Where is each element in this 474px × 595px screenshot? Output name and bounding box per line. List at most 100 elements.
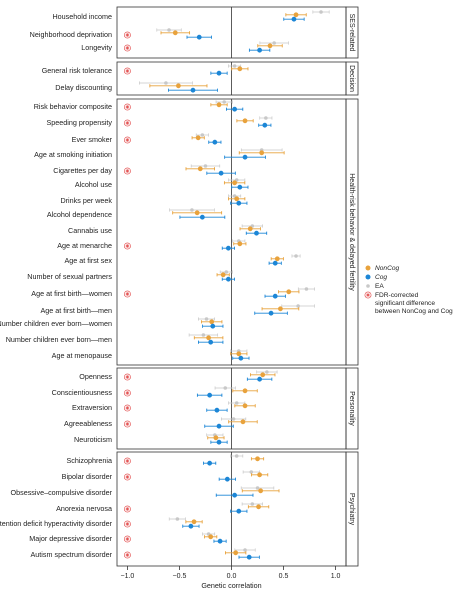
panel-5-trait-6-cog-point bbox=[217, 538, 223, 544]
panel-3-trait-1-sig-marker-ray-3 bbox=[125, 105, 129, 109]
panel-3-trait-2-noncog-point bbox=[242, 118, 248, 124]
panel-4-trait-4-cog-point bbox=[216, 423, 222, 429]
panel-4-trait-4-label: Agreeableness bbox=[64, 419, 112, 428]
panel-3-trait-5-label: Cigarettes per day bbox=[53, 166, 112, 175]
panel-3-trait-9-label: Cannabis use bbox=[68, 226, 112, 235]
panel-5-trait-3-cog-point bbox=[232, 492, 238, 498]
panel-5-trait-3-ea-point bbox=[255, 486, 260, 490]
panel-3-trait-5-noncog-point bbox=[197, 166, 203, 172]
panel-3-trait-3-label: Ever smoker bbox=[72, 135, 113, 144]
panel-3-trait-3-ea-point bbox=[200, 133, 205, 137]
x-axis-title: Genetic correlation bbox=[201, 581, 261, 590]
panel-3-trait-13-label: Age at first birth—women bbox=[31, 289, 112, 298]
panel-3-trait-16-ea-point bbox=[201, 333, 206, 337]
panel-3-label: Health-risk behavior & delayed fertility bbox=[348, 173, 355, 291]
x-tick-label-5: 1.0 bbox=[331, 573, 341, 580]
panel-1-trait-1-label: Household income bbox=[52, 12, 112, 21]
panel-5-trait-7-noncog-point bbox=[233, 550, 239, 556]
panel-2-trait-2-noncog-point bbox=[176, 83, 181, 89]
panel-3-trait-12-noncog-point bbox=[220, 272, 226, 278]
x-tick-label-4: 0.5 bbox=[279, 573, 289, 580]
panel-5-trait-6-label: Major depressive disorder bbox=[29, 534, 112, 543]
panel-4-trait-3-ea-point bbox=[234, 401, 239, 405]
panel-5-trait-6-noncog-point bbox=[208, 534, 214, 540]
panel-3-trait-11-noncog-point bbox=[274, 256, 280, 262]
panel-3-trait-2-label: Speeding propensity bbox=[46, 118, 112, 127]
panel-5-trait-2-cog-point bbox=[224, 476, 230, 482]
panel-2-trait-2-cog-point bbox=[190, 87, 196, 93]
panel-3-trait-8-noncog-point bbox=[194, 210, 200, 216]
panel-3-trait-17-cog-point bbox=[238, 355, 244, 361]
panel-3-trait-1-ea-point bbox=[222, 100, 227, 104]
panel-5-trait-1-noncog-point bbox=[255, 456, 260, 462]
panel-3-trait-5-sig-marker-ring bbox=[124, 167, 131, 175]
panel-5-strip bbox=[345, 451, 359, 567]
panel-5-trait-7-label: Autism spectrum disorder bbox=[31, 550, 113, 559]
legend-sig-text-2: significant difference bbox=[375, 300, 435, 307]
panel-3-trait-16-label: Number children ever born—men bbox=[6, 335, 112, 344]
panel-4-trait-2-ea-point bbox=[223, 386, 228, 390]
panel-1-trait-2-sig-marker-ring bbox=[124, 31, 131, 39]
panel-3-trait-12-cog-point bbox=[225, 276, 231, 282]
panel-3-trait-7-label: Drinks per week bbox=[60, 196, 112, 205]
panel-3-trait-16-cog-point bbox=[208, 339, 214, 345]
panel-3-trait-4-cog-point bbox=[242, 154, 248, 160]
panel-4-trait-3-noncog-point bbox=[242, 403, 248, 409]
panel-1-trait-3-ea-point bbox=[272, 41, 276, 45]
panel-3-trait-9-noncog-point bbox=[247, 226, 253, 232]
panel-3-trait-13-ea-point bbox=[304, 287, 309, 291]
legend-label-noncog: NonCog bbox=[375, 265, 400, 272]
panel-4-trait-4-ea-point bbox=[231, 417, 236, 421]
panel-3-trait-15-noncog-point bbox=[209, 319, 215, 325]
panel-3-trait-15-ea-point bbox=[204, 317, 209, 321]
legend-sig-marker-ray-3 bbox=[366, 293, 370, 297]
panel-2-trait-2-ea-point bbox=[164, 81, 168, 85]
panel-4-trait-3-label: Extraversion bbox=[72, 403, 112, 412]
panel-5-trait-2-sig-marker-ray-3 bbox=[125, 475, 129, 479]
panel-3-trait-9-cog-point bbox=[254, 230, 259, 236]
panel-5-trait-2-noncog-point bbox=[257, 472, 263, 478]
panel-1-trait-2-sig-marker-ray-3 bbox=[125, 33, 129, 37]
panel-3-trait-10-label: Age at menarche bbox=[57, 241, 112, 250]
panel-3-trait-5-sig-marker-ray-3 bbox=[125, 169, 129, 173]
panel-1-trait-2-ea-point bbox=[167, 28, 171, 32]
panel-1-trait-2-label: Neighborhood deprivation bbox=[30, 30, 112, 39]
panel-5-trait-4-cog-point bbox=[236, 508, 242, 514]
panel-5-trait-5-sig-marker-ray-3 bbox=[125, 522, 129, 526]
panel-3-trait-4-noncog-point bbox=[259, 150, 265, 156]
panel-3-trait-14-noncog-point bbox=[278, 306, 283, 312]
panel-4-trait-2-sig-marker-ray-3 bbox=[125, 391, 129, 395]
panel-5-trait-2-label: Bipolar disorder bbox=[62, 472, 113, 481]
legend-sig-marker-ring bbox=[364, 291, 372, 299]
panel-5-trait-1-ea-point bbox=[234, 454, 239, 458]
panel-4-trait-4-sig-marker-ray-3 bbox=[125, 422, 129, 426]
legend-swatch-noncog bbox=[365, 265, 371, 271]
panel-3-trait-13-noncog-point bbox=[286, 289, 292, 295]
panel-4-trait-2-sig-marker-ring bbox=[124, 389, 131, 397]
panel-5-trait-2-sig-marker-ring bbox=[124, 473, 131, 481]
panel-3-trait-11-label: Age at first sex bbox=[64, 256, 112, 265]
panel-5-trait-5-label: Attention deficit hyperactivity disorder bbox=[0, 519, 113, 528]
panel-1-trait-3-label: Longevity bbox=[81, 43, 112, 52]
legend-label-ea: EA bbox=[375, 283, 384, 290]
panel-4-trait-5-label: Neuroticism bbox=[74, 435, 112, 444]
panel-3-trait-1-cog-point bbox=[232, 106, 238, 112]
panel-3-trait-2-ea-point bbox=[264, 116, 268, 120]
panel-3-trait-11-cog-point bbox=[272, 260, 278, 266]
panel-5-trait-5-ea-point bbox=[175, 517, 180, 521]
panel-3-trait-10-sig-marker-ring bbox=[124, 242, 131, 250]
panel-3-trait-16-noncog-point bbox=[206, 335, 212, 341]
panel-3-trait-15-cog-point bbox=[210, 323, 216, 329]
panel-1-strip bbox=[345, 6, 359, 59]
panel-5-trait-5-cog-point bbox=[188, 523, 194, 529]
panel-5-trait-5-noncog-point bbox=[191, 519, 197, 525]
panel-1-label: SES-related bbox=[348, 14, 355, 52]
panel-4-trait-5-cog-point bbox=[216, 439, 222, 445]
panel-4-trait-5-noncog-point bbox=[213, 435, 219, 441]
panel-3-trait-2-cog-point bbox=[262, 122, 268, 128]
panel-3-trait-1-noncog-point bbox=[216, 102, 222, 108]
panel-3-trait-8-cog-point bbox=[199, 214, 205, 220]
panel-5-trait-5-sig-marker-ring bbox=[124, 520, 131, 528]
panel-5-trait-7-sig-marker-ring bbox=[124, 551, 131, 559]
